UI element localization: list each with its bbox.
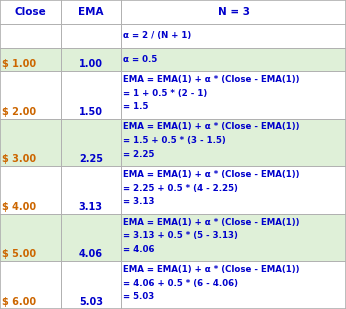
Text: EMA = EMA(1) + α * (Close - EMA(1)): EMA = EMA(1) + α * (Close - EMA(1))	[123, 265, 300, 274]
Text: Close: Close	[15, 7, 46, 17]
Text: $ 6.00: $ 6.00	[2, 297, 36, 307]
Text: = 1 + 0.5 * (2 - 1): = 1 + 0.5 * (2 - 1)	[123, 89, 207, 98]
Text: 1.00: 1.00	[79, 59, 103, 69]
Bar	[0, 166, 346, 214]
Bar	[0, 119, 346, 166]
Text: N = 3: N = 3	[218, 7, 249, 17]
Text: 4.06: 4.06	[79, 249, 103, 260]
Text: = 1.5 + 0.5 * (3 - 1.5): = 1.5 + 0.5 * (3 - 1.5)	[123, 136, 226, 145]
Bar	[0, 71, 346, 119]
Text: 2.25: 2.25	[79, 154, 103, 164]
Text: $ 2.00: $ 2.00	[2, 107, 36, 117]
Bar	[0, 48, 346, 71]
Text: EMA = EMA(1) + α * (Close - EMA(1)): EMA = EMA(1) + α * (Close - EMA(1))	[123, 75, 300, 84]
Text: $ 4.00: $ 4.00	[2, 202, 36, 212]
Text: EMA = EMA(1) + α * (Close - EMA(1)): EMA = EMA(1) + α * (Close - EMA(1))	[123, 170, 300, 179]
Bar	[0, 24, 346, 48]
Bar	[0, 261, 346, 309]
Text: EMA = EMA(1) + α * (Close - EMA(1)): EMA = EMA(1) + α * (Close - EMA(1))	[123, 218, 300, 226]
Text: = 1.5: = 1.5	[123, 102, 148, 111]
Text: $ 1.00: $ 1.00	[2, 59, 36, 69]
Bar	[0, 214, 346, 261]
Text: $ 5.00: $ 5.00	[2, 249, 36, 260]
Text: = 3.13: = 3.13	[123, 197, 155, 206]
Text: α = 0.5: α = 0.5	[123, 55, 157, 64]
Text: = 3.13 + 0.5 * (5 - 3.13): = 3.13 + 0.5 * (5 - 3.13)	[123, 231, 238, 240]
Text: = 2.25: = 2.25	[123, 150, 154, 159]
Text: 5.03: 5.03	[79, 297, 103, 307]
Text: = 5.03: = 5.03	[123, 292, 154, 301]
Text: $ 3.00: $ 3.00	[2, 154, 36, 164]
Bar	[0, 0, 346, 24]
Text: 3.13: 3.13	[79, 202, 103, 212]
Text: EMA = EMA(1) + α * (Close - EMA(1)): EMA = EMA(1) + α * (Close - EMA(1))	[123, 122, 300, 132]
Text: EMA: EMA	[78, 7, 103, 17]
Text: = 4.06: = 4.06	[123, 245, 155, 254]
Text: 1.50: 1.50	[79, 107, 103, 117]
Text: = 4.06 + 0.5 * (6 - 4.06): = 4.06 + 0.5 * (6 - 4.06)	[123, 279, 238, 288]
Text: α = 2 / (N + 1): α = 2 / (N + 1)	[123, 31, 191, 40]
Text: = 2.25 + 0.5 * (4 - 2.25): = 2.25 + 0.5 * (4 - 2.25)	[123, 184, 238, 193]
